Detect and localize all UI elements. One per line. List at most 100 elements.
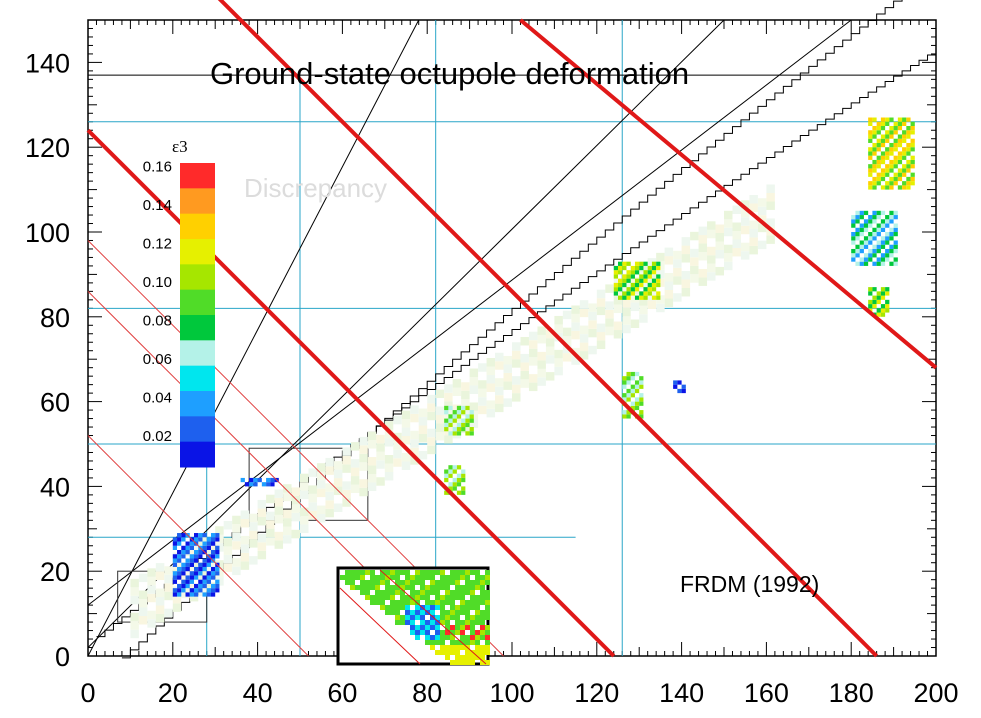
heatmap-cell bbox=[863, 240, 869, 245]
heatmap-cell bbox=[456, 414, 462, 419]
heatmap-cell bbox=[872, 117, 877, 122]
heatmap-cell bbox=[868, 291, 873, 296]
inset-cell bbox=[440, 570, 445, 575]
heatmap-cell-faint bbox=[232, 524, 241, 533]
heatmap-cell-faint bbox=[232, 566, 241, 576]
heatmap-cell-faint bbox=[359, 479, 368, 488]
heatmap-cell-faint bbox=[300, 524, 309, 534]
heatmap-cell-faint bbox=[427, 428, 436, 438]
heatmap-cell-faint bbox=[393, 449, 402, 459]
heatmap-cell bbox=[210, 588, 216, 593]
inset-cell bbox=[475, 650, 480, 655]
heatmap-cell bbox=[177, 575, 182, 580]
heatmap-cell bbox=[855, 248, 860, 254]
inset-cell bbox=[380, 595, 385, 600]
heatmap-cell-faint bbox=[740, 217, 750, 226]
heatmap-cell bbox=[177, 583, 182, 589]
inset-cell bbox=[465, 600, 470, 605]
heatmap-cell-faint bbox=[240, 561, 250, 570]
heatmap-cell bbox=[647, 270, 652, 275]
heatmap-cell bbox=[880, 142, 886, 148]
inset-cell bbox=[460, 635, 465, 640]
heatmap-cell-faint bbox=[266, 528, 275, 538]
inset-cell bbox=[430, 640, 435, 645]
inset-cell bbox=[405, 620, 410, 625]
inset-cell bbox=[440, 600, 445, 605]
inset-cell bbox=[410, 585, 415, 590]
inset-cell bbox=[460, 655, 465, 660]
inset-cell bbox=[405, 615, 410, 620]
heatmap-cell-faint bbox=[274, 540, 284, 549]
heatmap-cell bbox=[172, 537, 178, 542]
heatmap-cell-faint bbox=[147, 568, 156, 577]
inset-cell bbox=[420, 625, 425, 630]
heatmap-cell bbox=[872, 248, 877, 254]
heatmap-cell bbox=[855, 244, 860, 249]
heatmap-cell-faint bbox=[630, 319, 640, 328]
heatmap-cell bbox=[206, 592, 211, 597]
heatmap-cell-faint bbox=[707, 229, 716, 239]
heatmap-cell bbox=[206, 537, 211, 542]
inset-cell bbox=[430, 600, 435, 605]
heatmap-cell bbox=[876, 248, 881, 254]
inset-cell bbox=[410, 615, 415, 620]
heatmap-cell-faint bbox=[528, 382, 538, 392]
heatmap-cell-faint bbox=[435, 389, 445, 399]
heatmap-cell bbox=[885, 215, 890, 220]
heatmap-cell bbox=[181, 579, 186, 584]
inset-cell bbox=[475, 605, 480, 610]
colorbar-label: 0.10 bbox=[143, 274, 172, 291]
inset-cell bbox=[475, 595, 480, 600]
heatmap-cell-faint bbox=[283, 492, 292, 502]
heatmap-cell-faint bbox=[401, 461, 411, 470]
heatmap-cell-faint bbox=[732, 230, 741, 240]
inset-cell bbox=[350, 580, 355, 585]
heatmap-cell bbox=[206, 545, 211, 550]
inset-cell bbox=[385, 575, 390, 580]
inset-cell bbox=[415, 615, 420, 620]
heatmap-cell-faint bbox=[274, 531, 284, 541]
inset-cell bbox=[400, 580, 405, 585]
heatmap-cell-faint bbox=[376, 443, 385, 452]
inset-cell bbox=[420, 610, 425, 615]
inset-cell bbox=[430, 645, 435, 650]
heatmap-cell bbox=[181, 537, 186, 542]
inset-cell bbox=[455, 625, 460, 630]
inset-cell bbox=[480, 585, 485, 590]
heatmap-cell bbox=[202, 579, 207, 584]
heatmap-cell-faint bbox=[350, 459, 360, 468]
inset-cell bbox=[450, 630, 455, 635]
inset-cell bbox=[480, 580, 485, 585]
heatmap-cell bbox=[902, 168, 907, 173]
inset-cell bbox=[420, 615, 425, 620]
heatmap-cell bbox=[210, 554, 216, 559]
heatmap-cell-faint bbox=[512, 384, 521, 394]
heatmap-cell bbox=[868, 185, 873, 190]
inset-cell bbox=[405, 605, 410, 610]
heatmap-cell-faint bbox=[766, 235, 775, 244]
heatmap-cell-faint bbox=[732, 222, 741, 231]
inset-cell bbox=[365, 585, 370, 590]
heatmap-cell-faint bbox=[444, 426, 453, 436]
inset-cell bbox=[480, 650, 485, 655]
inset-cell bbox=[460, 645, 465, 650]
heatmap-cell-faint bbox=[664, 256, 674, 265]
heatmap-cell-faint bbox=[545, 355, 555, 364]
heatmap-cell-faint bbox=[325, 483, 334, 492]
heatmap-cell bbox=[643, 287, 648, 292]
heatmap-cell bbox=[215, 583, 220, 589]
heatmap-cell bbox=[634, 384, 640, 389]
inset-cell bbox=[440, 575, 445, 580]
colorbar-swatch bbox=[180, 365, 215, 392]
inset-cell bbox=[465, 650, 470, 655]
inset-cell bbox=[370, 585, 375, 590]
heatmap-cell bbox=[448, 431, 453, 436]
heatmap-cell-faint bbox=[232, 515, 241, 525]
inset-cell bbox=[485, 600, 490, 605]
inset-cell bbox=[460, 630, 465, 635]
heatmap-cell bbox=[639, 274, 644, 279]
heatmap-cell bbox=[868, 240, 873, 245]
heatmap-cell bbox=[202, 541, 207, 546]
inset-cell bbox=[445, 600, 450, 605]
heatmap-cell-faint bbox=[681, 245, 691, 255]
